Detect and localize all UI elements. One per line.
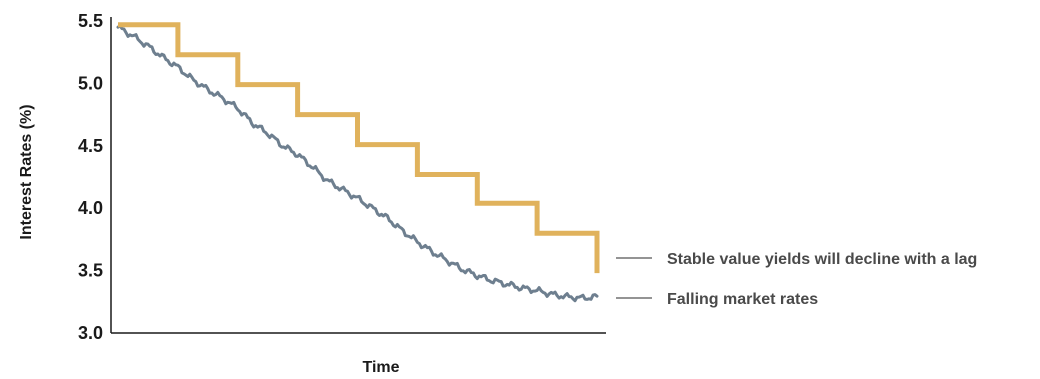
- y-tick-label: 4.0: [78, 198, 103, 218]
- y-tick-labels: 3.0 3.5 4.0 4.5 5.0 5.5: [78, 11, 103, 343]
- annotations: Stable value yields will decline with a …: [616, 251, 977, 308]
- y-tick-label: 5.5: [78, 11, 103, 31]
- series-stable-value-yields: [118, 22, 600, 274]
- y-tick-label: 3.0: [78, 323, 103, 343]
- series-falling-market-rates: [116, 24, 599, 303]
- annotation-falling-market: Falling market rates: [667, 291, 818, 308]
- x-axis-title: Time: [362, 359, 399, 376]
- series-layer: [116, 22, 600, 303]
- axes: [110, 17, 606, 334]
- y-axis-title: Interest Rates (%): [18, 104, 35, 239]
- y-tick-label: 4.5: [78, 136, 103, 156]
- annotation-stable-value: Stable value yields will decline with a …: [667, 251, 977, 268]
- y-tick-label: 3.5: [78, 261, 103, 281]
- y-tick-label: 5.0: [78, 73, 103, 93]
